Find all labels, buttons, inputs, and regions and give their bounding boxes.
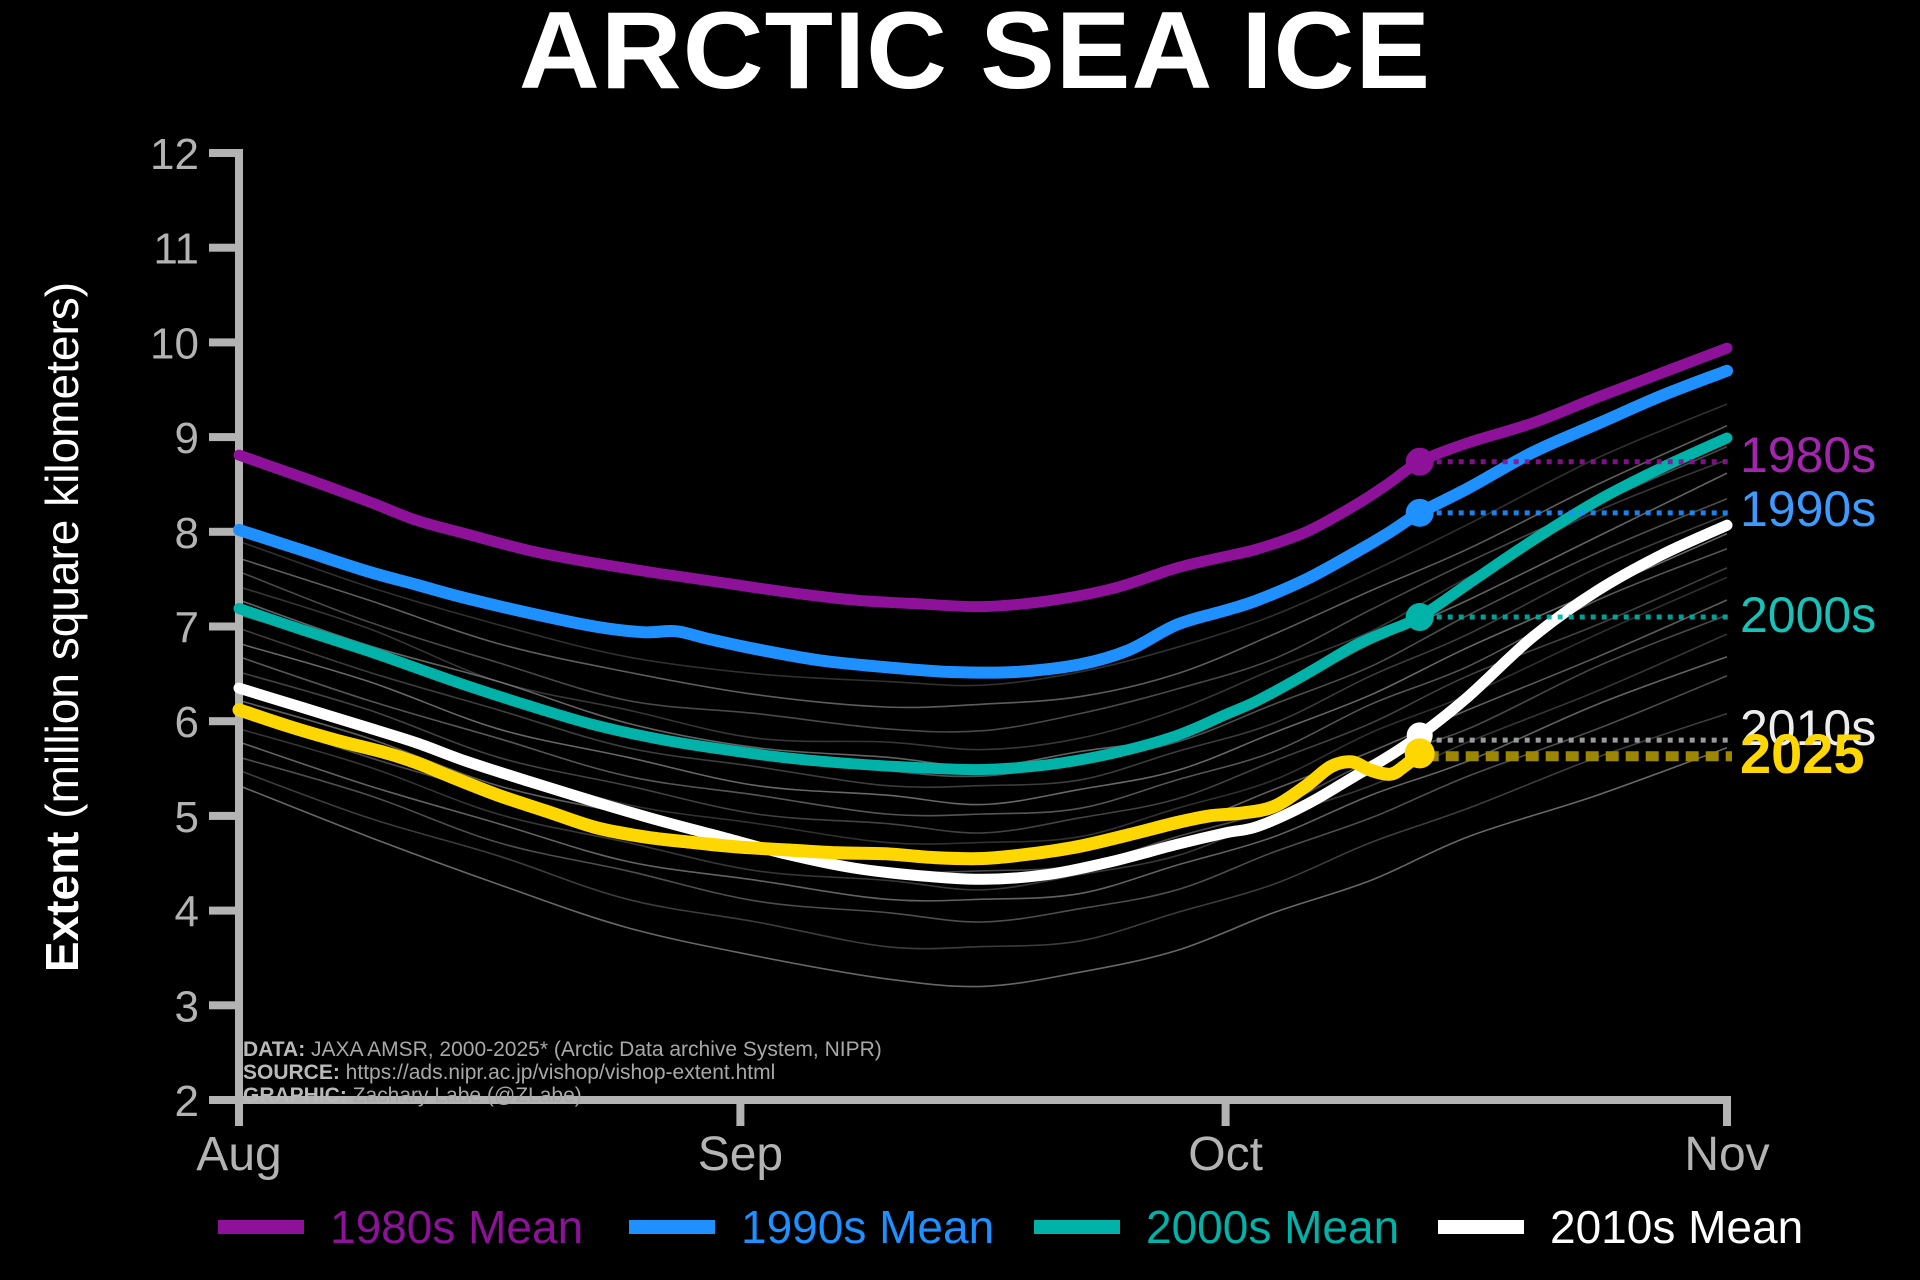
decade-mean-lines [232, 342, 1733, 885]
x-tick-label: Sep [698, 1128, 783, 1181]
y-tick [209, 243, 235, 252]
y-tick [209, 1096, 235, 1104]
y-tick-label: 6 [175, 698, 199, 747]
current-date-markers [1404, 447, 1435, 769]
year-line [238, 532, 1728, 806]
x-tick-label: Nov [1684, 1128, 1769, 1181]
series-line-2000s-mean [233, 432, 1733, 776]
y-tick-label: 9 [175, 414, 199, 463]
y-tick-label: 4 [175, 888, 199, 937]
x-tick [736, 1100, 745, 1126]
series-line-1980s-mean [233, 342, 1733, 613]
year-line [238, 403, 1728, 687]
y-tick-label: 5 [175, 793, 199, 842]
year-line [238, 424, 1728, 709]
marker-dot-2025 [1404, 738, 1435, 769]
year-line [238, 514, 1728, 789]
marker-dot-1990s-mean [1405, 498, 1434, 527]
y-tick-label: 11 [153, 225, 199, 274]
x-tick [235, 1100, 243, 1126]
year-line [238, 674, 1728, 923]
y-tick [209, 622, 235, 631]
leader-dotted-lines [1425, 459, 1732, 762]
y-tick [209, 906, 235, 915]
x-tick-label: Oct [1188, 1128, 1263, 1181]
year-line [238, 614, 1728, 874]
series-line-1990s-mean [233, 364, 1733, 679]
marker-dot-1980s-mean [1405, 447, 1434, 476]
series-line-2010s-mean [233, 519, 1733, 885]
y-tick [209, 811, 235, 820]
y-tick [209, 1001, 235, 1010]
year-line [238, 712, 1728, 950]
year-line [238, 548, 1728, 817]
y-tick-label: 3 [175, 982, 199, 1031]
y-axis-line [235, 149, 243, 1104]
year-line [238, 497, 1728, 778]
year-line [238, 567, 1728, 834]
y-tick-label: 8 [175, 509, 199, 558]
x-tick-label: Aug [196, 1128, 281, 1181]
individual-year-lines [238, 403, 1728, 988]
y-tick-label: 10 [150, 319, 199, 368]
y-tick-label: 2 [175, 1077, 199, 1126]
year-line [238, 746, 1728, 988]
axes [209, 149, 1731, 1126]
year-line [238, 472, 1728, 768]
y-tick-label: 12 [150, 130, 199, 179]
y-tick [209, 717, 235, 726]
x-axis-line [235, 1096, 1731, 1104]
chart-title: ARCTIC SEA ICE [518, 0, 1432, 112]
y-tick [209, 527, 235, 536]
x-tick [1723, 1100, 1731, 1126]
year-line [238, 633, 1728, 891]
y-tick [209, 149, 235, 157]
series-line-2025 [232, 703, 1427, 866]
y-tick [209, 338, 235, 347]
year-line [238, 445, 1728, 733]
marker-dot-2000s-mean [1405, 603, 1434, 632]
y-tick [209, 433, 235, 442]
y-tick-label: 7 [175, 604, 199, 653]
x-tick [1221, 1100, 1230, 1126]
